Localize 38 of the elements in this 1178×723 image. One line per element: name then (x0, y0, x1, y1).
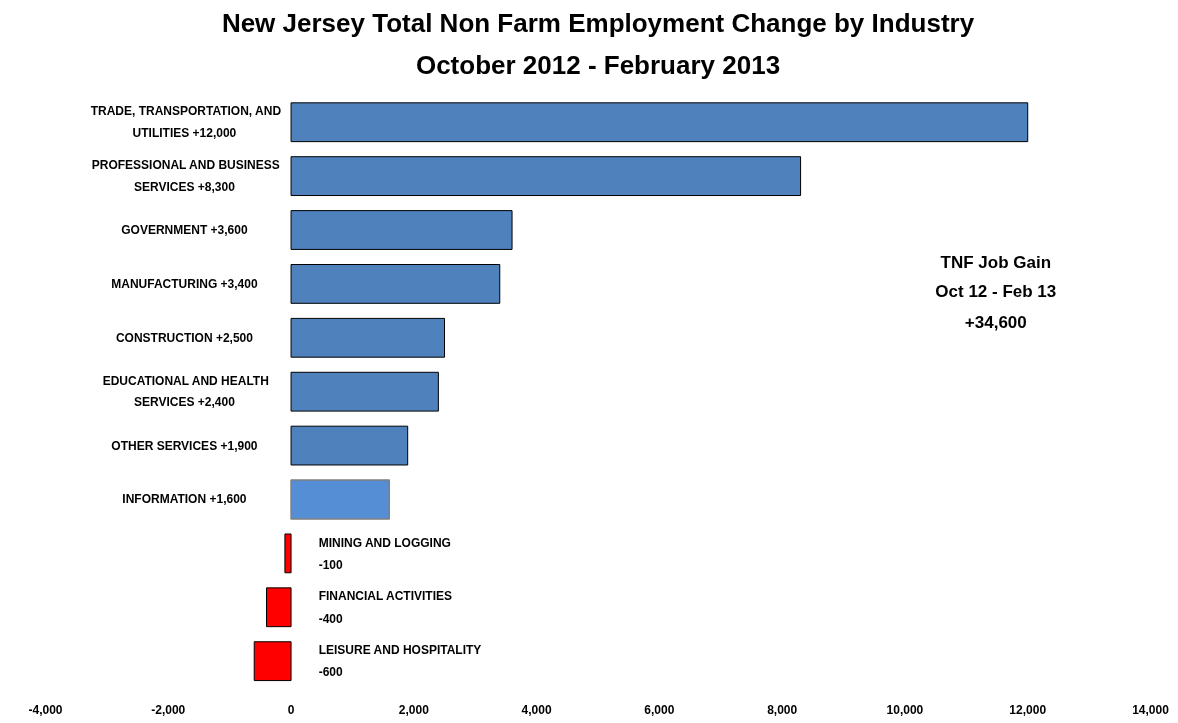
bar (290, 371, 439, 412)
bar (290, 210, 513, 250)
category-label: CONSTRUCTION +2,500 (115, 330, 253, 345)
category-label: GOVERNMENT +3,600 (121, 223, 248, 238)
x-tick-label: 0 (287, 702, 295, 717)
category-label: OTHER SERVICES +1,900 (111, 438, 258, 453)
bar (290, 425, 409, 466)
data-label: -100 (318, 557, 344, 572)
chart-subtitle: October 2012 - February 2013 (415, 49, 781, 80)
x-tick-label: -2,000 (151, 702, 186, 717)
annotation: TNF Job Gain Oct 12 - Feb 13 +34,600 (935, 252, 1057, 332)
y-tick-label: FINANCIAL ACTIVITIES (318, 589, 453, 604)
x-tick-label: 12,000 (1009, 702, 1047, 717)
x-tick-label: 14,000 (1132, 702, 1170, 717)
data-label: -600 (318, 665, 344, 680)
data-label: -400 (318, 611, 344, 626)
x-tick-label: 10,000 (886, 702, 924, 717)
y-tick-label: LEISURE AND HOSPITALITY (318, 643, 482, 658)
bar (290, 317, 446, 358)
bar (266, 587, 292, 628)
x-tick-label: 2,000 (398, 702, 430, 717)
y-tick-label: MINING AND LOGGING (318, 535, 451, 550)
category-label: INFORMATION +1,600 (122, 492, 247, 507)
x-tick-label: 6,000 (644, 702, 675, 717)
bar (284, 533, 292, 574)
bar (290, 479, 391, 520)
bar (290, 102, 1029, 143)
x-tick-label: 8,000 (767, 702, 798, 717)
category-label: MANUFACTURING +3,400 (111, 276, 258, 291)
category-label: TRADE, TRANSPORTATION, AND UTILITIES +12,000 (90, 104, 282, 140)
category-label: EDUCATIONAL AND HEALTH SERVICES +2,400 (102, 373, 269, 410)
bar (290, 156, 802, 197)
chart-title: New Jersey Total Non Farm Employment Change by Industry (221, 7, 975, 38)
x-tick-label: -4,000 (28, 702, 63, 717)
category-label: PROFESSIONAL AND BUSINESS SERVICES +8,300 (91, 158, 280, 194)
bar (253, 641, 292, 682)
bar (290, 264, 501, 304)
x-tick-label: 4,000 (521, 702, 552, 717)
